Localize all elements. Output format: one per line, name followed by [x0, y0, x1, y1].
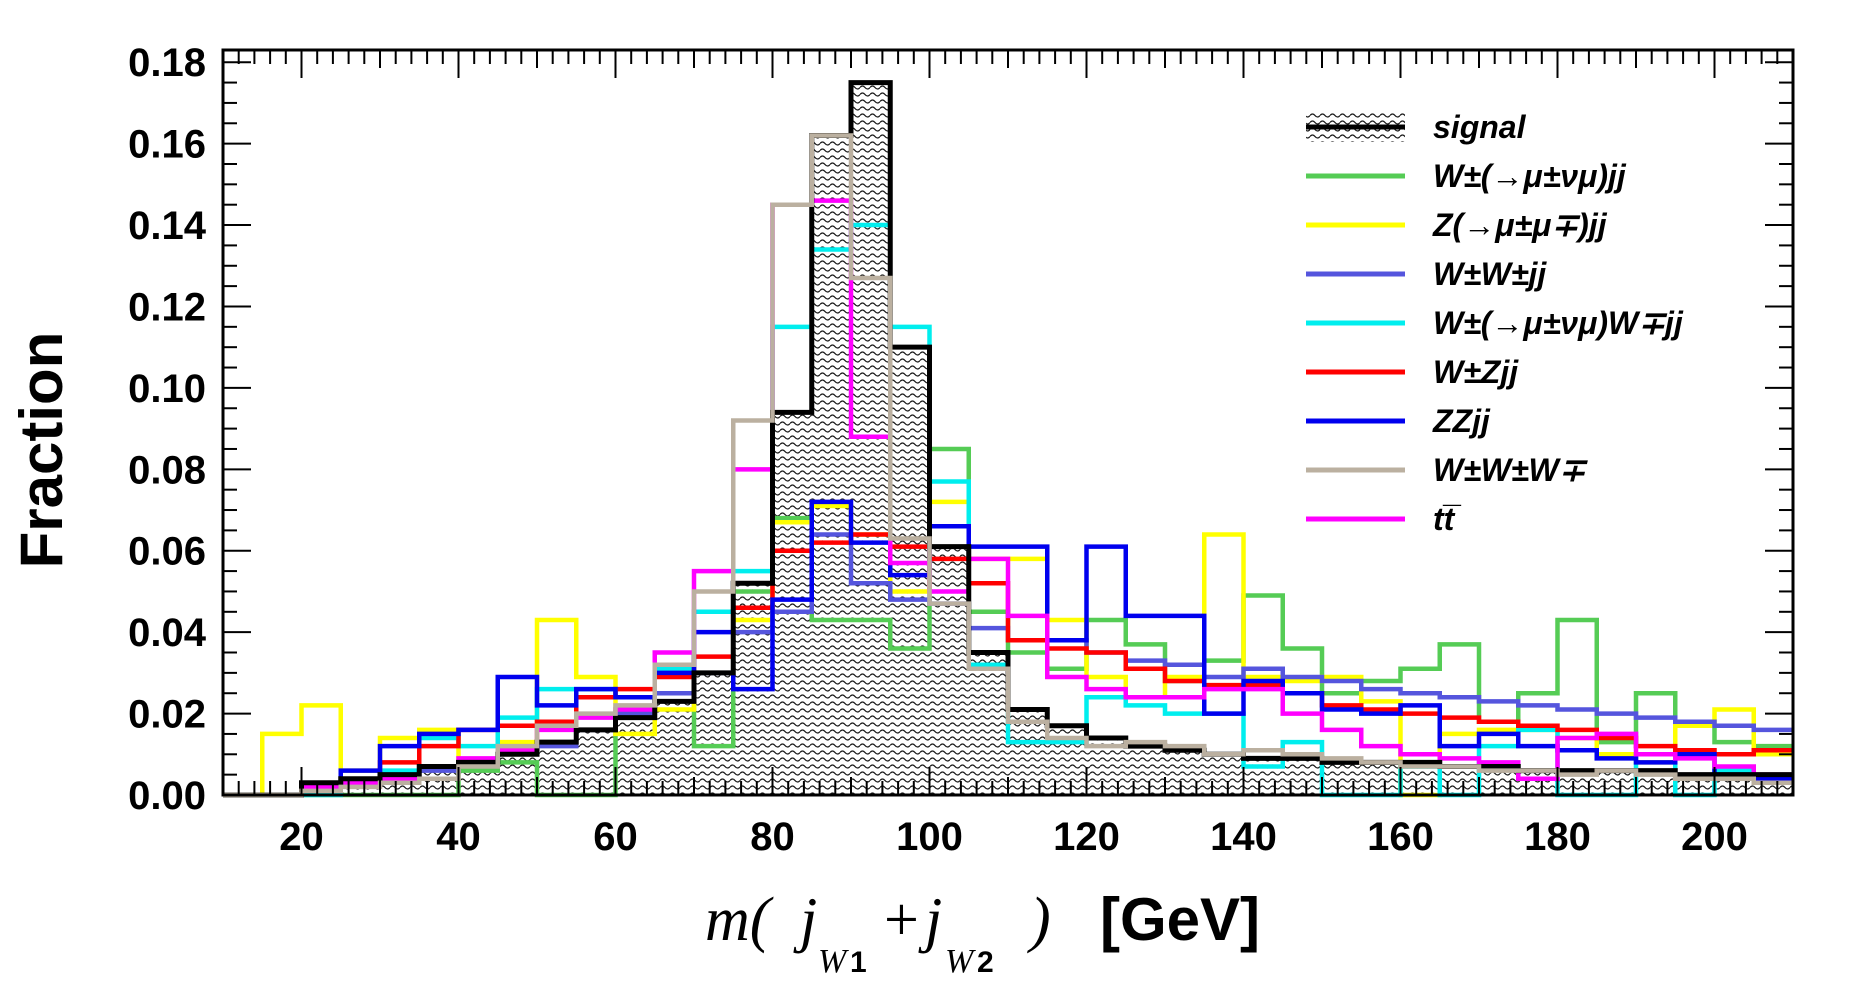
- signal-bar-27: [1282, 758, 1322, 795]
- legend-label-5: W±Zjj: [1433, 354, 1519, 390]
- series-line-6: [223, 499, 1793, 798]
- legend-label-2: Z(→μ±μ∓)jj: [1432, 207, 1608, 243]
- y-tick-label-0.14: 0.14: [128, 204, 207, 248]
- y-tick-label-0.16: 0.16: [128, 123, 206, 167]
- signal-bar-26: [1243, 758, 1283, 795]
- legend-label-7: W±W±W∓: [1433, 452, 1589, 488]
- signal-bar-9: [576, 729, 616, 795]
- y-tick-label-0.06: 0.06: [128, 530, 206, 574]
- x-title-sub1: W: [818, 943, 849, 980]
- signal-bar-35: [1596, 770, 1636, 795]
- x-title-sub1-num: 1: [850, 946, 867, 979]
- signal-bar-19: [968, 652, 1008, 795]
- series-lines-group: [223, 80, 1793, 798]
- x-title-unit: [GeV]: [1100, 886, 1260, 953]
- axis-ticks-group: [222, 50, 1794, 796]
- signal-bar-10: [615, 717, 655, 795]
- x-tick-label-200: 200: [1681, 815, 1748, 859]
- x-tick-label-140: 140: [1210, 815, 1277, 859]
- x-tick-label-160: 160: [1367, 815, 1434, 859]
- x-title-post: ): [1027, 886, 1051, 954]
- legend-label-4: W±(→μ±νμ)W∓jj: [1433, 305, 1684, 341]
- x-title-j1: j: [793, 886, 817, 954]
- y-tick-label-0.10: 0.10: [128, 367, 206, 411]
- y-tick-label-0.02: 0.02: [128, 693, 206, 737]
- signal-bar-14: [772, 412, 812, 795]
- signal-bar-28: [1322, 762, 1362, 795]
- legend-label-6: ZZjj: [1432, 403, 1491, 439]
- signal-bar-12: [694, 672, 734, 795]
- signal-bar-18: [929, 546, 969, 795]
- legend-label-3: W±W±jj: [1433, 256, 1547, 292]
- x-title-sub2-num: 2: [977, 946, 994, 979]
- y-tick-label-0.12: 0.12: [128, 285, 206, 329]
- signal-bar-33: [1518, 770, 1558, 795]
- x-tick-labels: 20 40 60 80 100 120 140 160 180 200: [279, 815, 1748, 859]
- signal-bar-8: [537, 742, 577, 795]
- series-line-7: [223, 133, 1793, 798]
- signal-bar-23: [1125, 746, 1165, 795]
- signal-bar-24: [1165, 750, 1205, 795]
- legend-label-0: signal: [1433, 109, 1527, 145]
- y-tick-labels: 0.00 0.02 0.04 0.06 0.08 0.10 0.12 0.14 0.16 0.18: [128, 41, 207, 818]
- legend-label-1: W±(→μ±νμ)jj: [1433, 158, 1627, 194]
- y-tick-label-0.08: 0.08: [128, 448, 206, 492]
- y-axis-title: Fraction: [8, 332, 75, 569]
- signal-bar-11: [654, 701, 694, 795]
- x-axis-title: m( j W 1 + j W 2 ) [GeV]: [705, 886, 1260, 980]
- x-tick-label-60: 60: [593, 815, 638, 859]
- x-title-plus: +: [880, 886, 922, 954]
- x-title-sub2: W: [945, 943, 976, 980]
- y-tick-label-0.18: 0.18: [128, 41, 206, 85]
- y-tick-label-0.00: 0.00: [128, 774, 206, 818]
- x-tick-label-40: 40: [436, 815, 481, 859]
- signal-bar-25: [1204, 754, 1244, 795]
- x-tick-label-100: 100: [896, 815, 963, 859]
- signal-bar-29: [1361, 762, 1401, 795]
- legend-label-8: tt̅: [1433, 501, 1462, 537]
- x-title-prefix: m(: [705, 886, 774, 954]
- x-tick-label-20: 20: [279, 815, 324, 859]
- x-tick-label-180: 180: [1524, 815, 1591, 859]
- y-tick-label-0.04: 0.04: [128, 611, 207, 655]
- x-tick-label-120: 120: [1053, 815, 1120, 859]
- signal-bar-17: [890, 347, 930, 795]
- signal-bar-15: [811, 135, 851, 795]
- x-tick-label-80: 80: [750, 815, 795, 859]
- legend: signal W±(→μ±νμ)jj Z(→μ±μ∓)jj W±W±jj W±(→μ±ν…: [1306, 109, 1684, 537]
- signal-bar-31: [1439, 766, 1479, 795]
